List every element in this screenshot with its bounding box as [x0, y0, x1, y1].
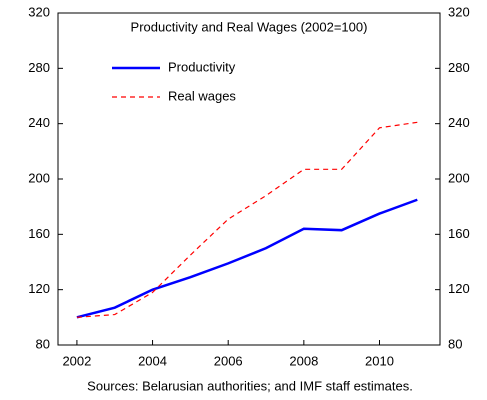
y2-tick-label: 160 [448, 226, 470, 241]
source-note: Sources: Belarusian authorities; and IMF… [87, 378, 413, 393]
series-line [76, 198, 418, 319]
y2-tick-label: 200 [448, 170, 470, 185]
y2-tick-label: 80 [448, 336, 462, 351]
y2-tick-label: 240 [448, 115, 470, 130]
x-tick-label: 2008 [289, 353, 318, 368]
y-tick-label: 240 [28, 115, 50, 130]
x-tick-label: 2004 [138, 353, 167, 368]
y-tick-label: 80 [36, 336, 50, 351]
legend-label: Real wages [168, 88, 236, 103]
y-tick-label: 120 [28, 281, 50, 296]
series-line [76, 121, 418, 318]
x-tick-label: 2002 [62, 353, 91, 368]
y2-tick-label: 280 [448, 60, 470, 75]
y2-tick-label: 120 [448, 281, 470, 296]
y-tick-label: 280 [28, 60, 50, 75]
x-tick-label: 2006 [214, 353, 243, 368]
legend-label: Productivity [168, 59, 236, 74]
plot-frame [57, 12, 441, 346]
y-tick-label: 200 [28, 170, 50, 185]
y-tick-label: 320 [28, 4, 50, 19]
x-tick-label: 2010 [365, 353, 394, 368]
chart-title: Productivity and Real Wages (2002=100) [131, 19, 368, 34]
y-tick-label: 160 [28, 226, 50, 241]
y2-tick-label: 320 [448, 4, 470, 19]
